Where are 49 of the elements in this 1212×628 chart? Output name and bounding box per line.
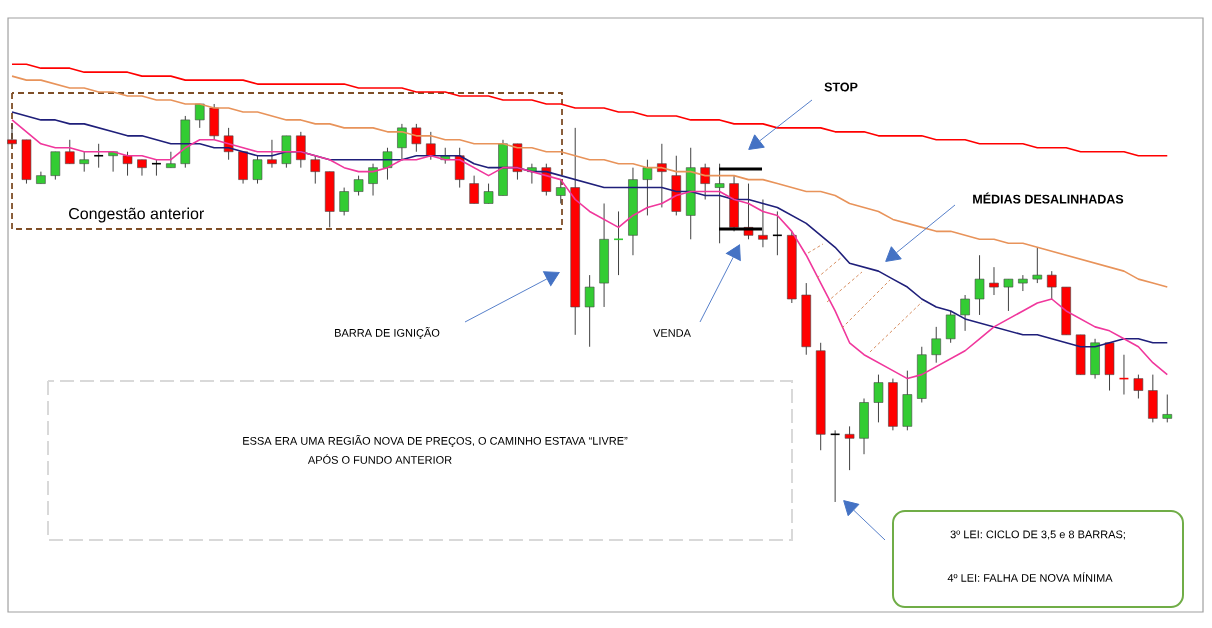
candlestick [469, 175, 479, 204]
candlestick [353, 175, 364, 197]
candlestick [368, 163, 378, 197]
candlestick [931, 326, 941, 364]
candlestick [657, 143, 667, 208]
candlestick [1018, 274, 1028, 292]
candlestick [296, 131, 306, 169]
candlestick [93, 143, 104, 169]
text: STOP [824, 82, 858, 92]
candlestick [252, 155, 263, 185]
candlestick [50, 151, 61, 181]
candlestick [584, 274, 595, 348]
candlestick [1003, 278, 1014, 312]
annotation: APÓS O FUNDO ANTERIOR [307, 454, 452, 464]
text: 3º LEI: CICLO DE 3,5 e 8 BARRAS; [950, 530, 1125, 540]
candlestick [79, 151, 89, 173]
candlestick [339, 187, 349, 216]
annotation: BARRA DE IGNIÇÃO [335, 327, 440, 339]
candlestick [1046, 270, 1057, 300]
candlestick [310, 155, 321, 185]
candlestick [166, 151, 176, 169]
candlestick [989, 266, 999, 296]
candlestick [700, 163, 710, 201]
candlestick [411, 123, 422, 153]
text: 4º LEI: FALHA DE NOVA MÍNIMA [947, 572, 1113, 582]
candlestick [974, 254, 985, 316]
candlestick [945, 310, 956, 344]
candlestick [65, 139, 75, 165]
candlestick [137, 159, 147, 177]
candlestick [1162, 394, 1173, 423]
candlestick [844, 425, 855, 471]
candlestick [1032, 246, 1043, 284]
candlestick [426, 131, 436, 161]
annotation: ESSA ERA UMA REGIÃO NOVA DE PREÇOS, O CAMINHO ESTAVA “LIVRE” [243, 435, 628, 447]
candlestick [960, 294, 970, 332]
candlestick [555, 179, 566, 204]
candlestick [1133, 374, 1144, 399]
candlestick [873, 374, 884, 423]
candlestick [758, 199, 768, 248]
candlestick [122, 151, 133, 177]
candlestick [483, 183, 494, 204]
candlestick [397, 123, 407, 161]
candlestick [267, 139, 277, 169]
annotation: MÉDIAS DESALINHADAS [973, 192, 1124, 204]
candlestick [642, 159, 653, 216]
candlestick [7, 123, 17, 145]
candlestick [714, 163, 725, 244]
annotation: VENDA [653, 329, 691, 337]
annotation: Congestão anterior [69, 207, 204, 223]
